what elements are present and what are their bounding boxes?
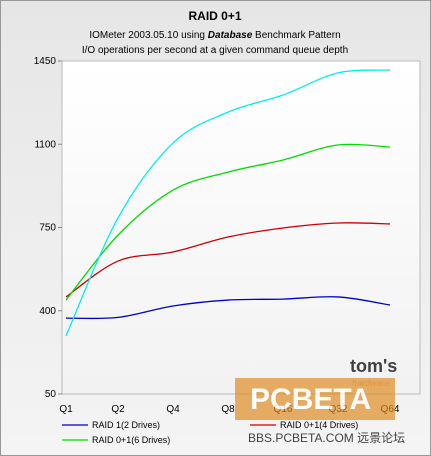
y-tick-label: 50 xyxy=(45,389,57,400)
x-tick-label: Q2 xyxy=(111,404,125,415)
legend-label: RAID 1(2 Drives) xyxy=(92,420,160,430)
series-line xyxy=(65,222,391,298)
subtitle: IOMeter 2003.05.10 using Database Benchm… xyxy=(89,30,340,41)
plot-area xyxy=(61,60,421,395)
subtitle-part: IOMeter 2003.05.10 using xyxy=(89,30,207,41)
watermark: tom's hardware PCBETA BBS.PCBETA.COM 远景论… xyxy=(235,356,405,445)
y-tick-label: 400 xyxy=(39,306,56,317)
subtitle: I/O operations per second at a given com… xyxy=(82,45,348,56)
watermark-logo: tom's xyxy=(350,356,397,376)
chart-title: RAID 0+1 xyxy=(188,9,241,23)
legend-label: RAID 0+1(4 Drives) xyxy=(280,420,358,430)
x-tick-label: Q1 xyxy=(59,404,73,415)
subtitle-part: Database xyxy=(208,30,253,41)
watermark-box xyxy=(235,378,395,420)
series-line xyxy=(65,296,391,320)
y-tick-label: 750 xyxy=(39,223,56,234)
series-line xyxy=(65,69,391,337)
subtitle-part: Benchmark Pattern xyxy=(252,30,340,41)
x-tick-label: Q8 xyxy=(221,404,235,415)
y-tick-label: 1100 xyxy=(34,139,56,150)
legend-label: RAID 0+1(6 Drives) xyxy=(92,435,170,445)
x-tick-label: Q4 xyxy=(166,404,180,415)
y-tick-label: 1450 xyxy=(34,56,57,67)
series-line xyxy=(65,143,391,301)
watermark-brand: PCBETA xyxy=(250,383,371,416)
watermark-site: BBS.PCBETA.COM 远景论坛 xyxy=(248,431,405,445)
